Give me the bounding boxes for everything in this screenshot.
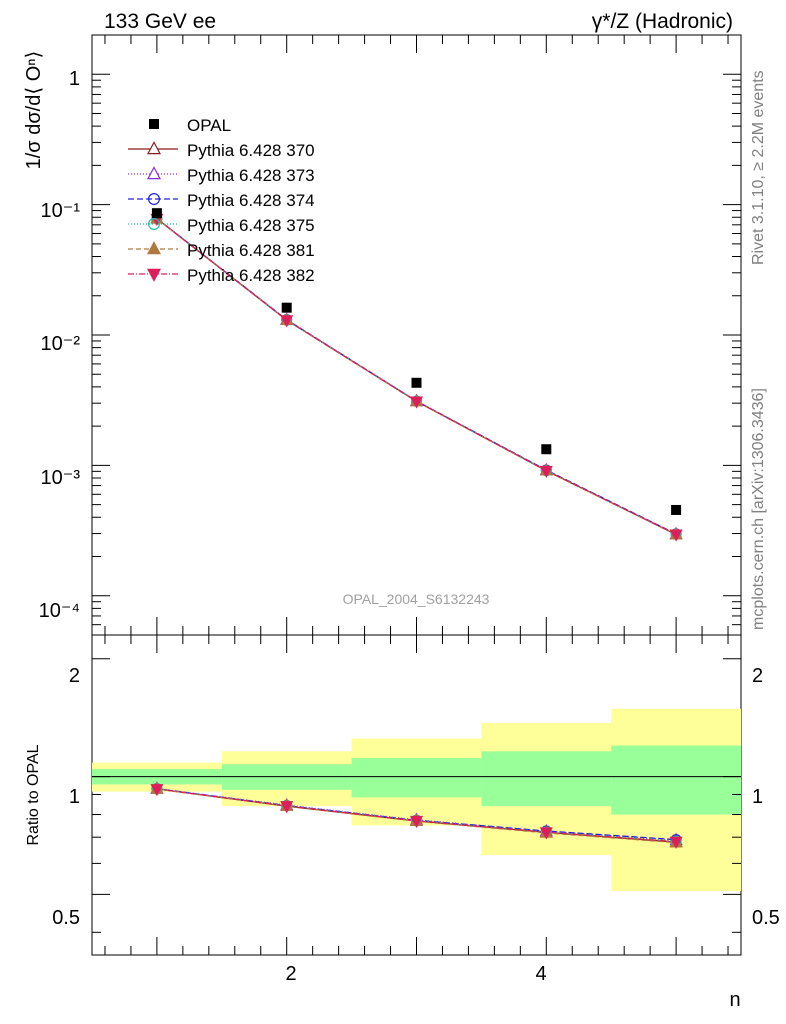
data-point-4 [671,504,682,515]
series-marker-5-3 [539,465,553,479]
band-green-4 [611,745,741,815]
y-tick-ratio-1: 1 [69,786,80,808]
legend-label-data: OPAL [187,116,231,135]
y-tick-ratio-right-2: 2 [752,665,763,687]
series-marker-5-4 [669,529,683,542]
series-line-4 [156,218,677,536]
legend-marker-2 [148,193,161,206]
legend-label-3: Pythia 6.428 375 [187,216,315,235]
y-tick-ratio-right-0.5: 0.5 [752,907,780,929]
legend-label-5: Pythia 6.428 382 [187,266,315,285]
legend-marker-4 [146,241,162,255]
data-point-1 [281,302,292,313]
legend-label-0: Pythia 6.428 370 [187,141,315,160]
ratio-marker-5-3 [539,827,553,840]
y-tick-ratio-right-1: 1 [752,786,763,808]
title-right: γ*/Z (Hadronic) [592,10,733,33]
legend-marker-5 [146,268,162,282]
ratio-marker-5-0 [150,784,164,797]
data-point-3 [541,444,552,455]
legend-marker-0 [146,141,162,155]
x-tick-2: 2 [285,963,296,985]
x-tick-4: 4 [535,963,546,985]
band-green-2 [351,758,482,798]
ratio-marker-5-1 [280,801,294,814]
title-left: 133 GeV ee [104,10,216,33]
series-marker-5-1 [280,315,294,328]
data-point-2 [411,377,422,388]
legend-label-2: Pythia 6.428 374 [187,191,315,210]
y-tick-main-1: 1 [69,68,80,90]
main-series [150,211,683,542]
band-green-3 [481,751,612,807]
series-marker-5-2 [409,396,424,409]
axes [92,34,741,955]
legend-marker-data [149,119,159,129]
ratio-line-4 [156,788,677,844]
data-point-0 [151,208,162,219]
legend: OPAL Pythia 6.428 370 Pythia 6.428 373 Pyth… [128,116,315,285]
ratio-series [150,781,683,849]
ratio-marker-5-2 [409,815,424,829]
side-text-top: Rivet 3.1.10, ≥ 2.2M events [750,70,767,265]
legend-marker-1 [146,166,162,180]
legend-label-4: Pythia 6.428 381 [187,241,315,260]
y-tick-main-1e-4: 10⁻⁴ [39,600,80,622]
ratio-bands [92,708,741,892]
legend-marker-3 [148,218,161,231]
xlabel: n [729,989,740,1011]
y-tick-ratio-2: 2 [69,665,80,687]
y-tick-main-1e-2: 10⁻² [41,333,81,355]
y-tick-ratio-0.5: 0.5 [52,907,80,929]
main-data-points [151,208,682,515]
ratio-marker-5-4 [669,836,683,849]
ylabel-main: 1/σ dσ/d⟨ Oⁿ⟩ [23,51,45,170]
y-tick-main-1e-1: 10⁻¹ [41,200,81,222]
ylabel-ratio: Ratio to OPAL [25,744,42,845]
y-tick-main-1e-3: 10⁻³ [41,467,81,489]
legend-label-1: Pythia 6.428 373 [187,166,315,185]
side-text-bottom: mcplots.cern.ch [arXiv:1306.3436] [750,388,767,630]
watermark: OPAL_2004_S6132243 [343,591,490,607]
